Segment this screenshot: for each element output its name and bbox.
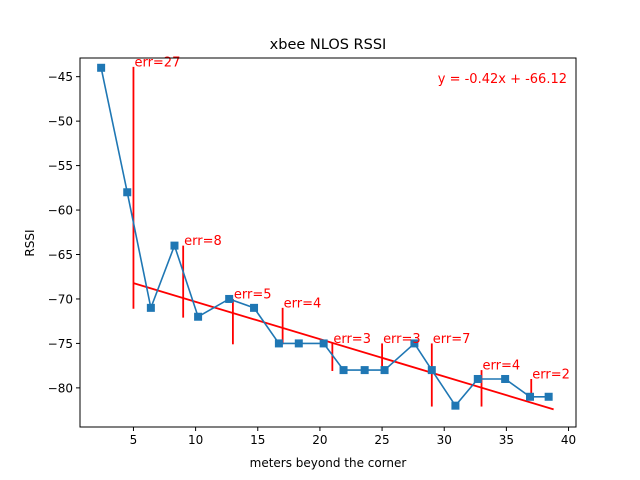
y-tick-label: −65 xyxy=(48,248,73,262)
y-tick-label: −75 xyxy=(48,337,73,351)
error-labels-layer: err=27 err=8 err=5 err=4 err=3 err=3 err=7 err=… xyxy=(134,55,569,382)
y-axis-ticks: −80 −75 −70 −65 −60 −55 −50 −45 xyxy=(48,70,80,395)
data-point xyxy=(123,188,132,197)
y-tick-label: −60 xyxy=(48,204,73,218)
fit-line xyxy=(133,282,554,411)
data-point xyxy=(526,392,535,401)
y-tick-label: −70 xyxy=(48,292,73,306)
error-bar-label: err=8 xyxy=(184,234,222,249)
axes-frame xyxy=(79,57,577,428)
error-bar-label: err=4 xyxy=(483,359,521,374)
data-point xyxy=(473,374,482,383)
x-tick-label: 5 xyxy=(130,433,138,447)
series-line xyxy=(100,67,549,407)
data-point xyxy=(250,303,259,312)
x-tick-label: 10 xyxy=(188,433,203,447)
y-tick-label: −80 xyxy=(48,381,73,395)
error-bar-label: err=3 xyxy=(333,332,371,347)
plot-area xyxy=(80,58,576,427)
y-axis-label: RSSI xyxy=(23,229,37,256)
x-axis-ticks: 5 10 15 20 25 30 35 40 xyxy=(130,427,576,447)
series-layer xyxy=(97,63,553,410)
fit-equation-label: y = -0.42x + -66.12 xyxy=(438,72,567,87)
data-point xyxy=(451,401,460,410)
data-point xyxy=(360,366,369,375)
data-point xyxy=(380,366,389,375)
error-bar-label: err=3 xyxy=(383,332,421,347)
fit-line-layer xyxy=(133,282,554,411)
x-tick-label: 30 xyxy=(437,433,452,447)
data-point xyxy=(274,339,283,348)
x-axis-label: meters beyond the corner xyxy=(250,456,407,470)
error-bar-label: err=5 xyxy=(234,287,272,302)
data-point xyxy=(427,366,436,375)
data-point xyxy=(544,392,553,401)
y-tick-label: −45 xyxy=(48,70,73,84)
data-point xyxy=(225,294,234,303)
x-tick-label: 15 xyxy=(250,433,265,447)
data-point xyxy=(170,241,179,250)
data-point xyxy=(319,339,328,348)
x-tick-label: 35 xyxy=(499,433,514,447)
data-point xyxy=(501,374,510,383)
x-tick-label: 20 xyxy=(312,433,327,447)
chart-title: xbee NLOS RSSI xyxy=(270,37,387,53)
data-point xyxy=(294,339,303,348)
error-bar-label: err=7 xyxy=(433,332,471,347)
data-point xyxy=(339,366,348,375)
x-tick-label: 25 xyxy=(374,433,389,447)
y-tick-label: −55 xyxy=(48,159,73,173)
error-bar-label: err=27 xyxy=(134,55,180,70)
y-tick-label: −50 xyxy=(48,115,73,129)
error-bar-label: err=2 xyxy=(532,367,570,382)
axes-background xyxy=(80,58,576,427)
data-point xyxy=(97,63,106,72)
data-point xyxy=(146,303,155,312)
error-bar-label: err=4 xyxy=(284,296,322,311)
data-point xyxy=(410,339,419,348)
x-tick-label: 40 xyxy=(561,433,576,447)
data-point xyxy=(194,312,203,321)
